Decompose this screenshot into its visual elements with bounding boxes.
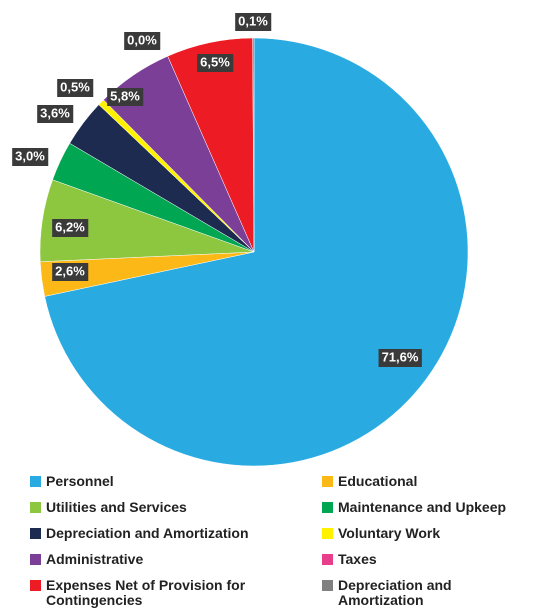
legend-swatch (322, 528, 333, 539)
legend-label: Maintenance and Upkeep (338, 499, 507, 515)
legend-item: Taxes (322, 552, 527, 567)
legend-item: Expenses Net of Provision for Contingenc… (30, 578, 258, 608)
data-label: 6,2% (52, 219, 89, 237)
legend-swatch (322, 580, 333, 591)
legend-label: Voluntary Work (338, 525, 441, 541)
data-label-box (52, 219, 89, 237)
legend-swatch (322, 476, 333, 487)
legend-label: Depreciation and Amortization (338, 577, 452, 608)
data-label: 2,6% (52, 263, 89, 281)
data-label-box (197, 54, 234, 72)
data-label-box (124, 32, 161, 50)
data-label: 6,5% (197, 54, 234, 72)
data-label: 0,1% (235, 13, 272, 31)
legend-swatch (322, 554, 333, 565)
data-label: 5,8% (107, 88, 144, 106)
data-label: 3,6% (37, 105, 74, 123)
data-label-text: 3,0% (15, 148, 45, 163)
legend-swatch (30, 554, 41, 565)
chart: 71,6% 2,6% 6,2% 3,0% 3,6% 0,5% 5,8% 0,0% 6,5% 0,1… (12, 13, 469, 467)
legend-item: Administrative (30, 552, 258, 567)
data-label: 0,0% (124, 32, 161, 50)
data-label-box (378, 349, 422, 367)
legend-swatch (30, 476, 41, 487)
data-label: 0,5% (57, 79, 94, 97)
legend-swatch (322, 502, 333, 513)
legend-swatch (30, 528, 41, 539)
legend-item: Utilities and Services (30, 500, 258, 515)
data-label: 71,6% (378, 349, 422, 367)
data-label-text: 6,2% (55, 219, 85, 234)
data-label-box (235, 13, 272, 31)
legend-item: Educational (322, 474, 527, 489)
legend-label: Taxes (338, 551, 377, 567)
legend-label: Educational (338, 473, 418, 489)
legend-swatch (30, 502, 41, 513)
legend-item: Maintenance and Upkeep (322, 500, 527, 515)
data-label-text: 0,0% (127, 32, 157, 47)
pie-slice (252, 37, 255, 253)
legend-label: Depreciation and Amortization (46, 525, 249, 541)
data-label-box (37, 105, 74, 123)
legend-item: Voluntary Work (322, 526, 527, 541)
pie-slice (44, 37, 469, 467)
data-label-box (52, 263, 89, 281)
legend-item: Depreciation and Amortization (30, 526, 258, 541)
data-label-box (107, 88, 144, 106)
data-label-text: 5,8% (110, 88, 140, 103)
legend-label: Personnel (46, 473, 114, 489)
legend-item: Depreciation and Amortization (322, 578, 527, 608)
legend-item: Personnel (30, 474, 258, 489)
data-label-box (12, 148, 49, 166)
data-label-text: 6,5% (200, 54, 230, 69)
legend-label: Administrative (46, 551, 144, 567)
data-label-text: 71,6% (382, 349, 419, 364)
data-label-text: 3,6% (40, 105, 70, 120)
data-label-text: 0,1% (238, 13, 268, 28)
legend-label: Utilities and Services (46, 499, 187, 515)
legend-label: Expenses Net of Provision for Contingenc… (46, 577, 246, 608)
data-label-text: 0,5% (60, 79, 90, 94)
data-label-box (57, 79, 94, 97)
data-label-text: 2,6% (55, 263, 85, 278)
data-label: 3,0% (12, 148, 49, 166)
legend-swatch (30, 580, 41, 591)
